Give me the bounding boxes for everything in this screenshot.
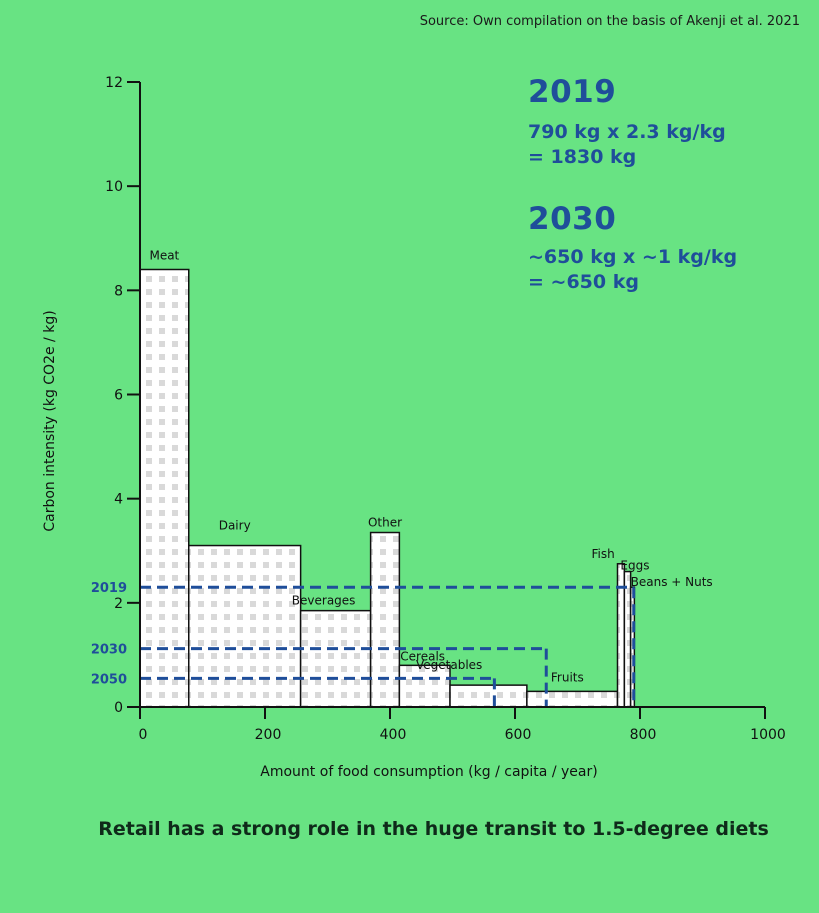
bar-label-cereals: Cereals bbox=[400, 649, 445, 663]
bar-pattern-beverages bbox=[299, 609, 372, 708]
x-tick-label-800: 800 bbox=[630, 727, 657, 743]
bar-label-meat: Meat bbox=[149, 249, 179, 263]
y-tick-label-4: 4 bbox=[114, 492, 123, 508]
y-tick-label-8: 8 bbox=[114, 283, 123, 299]
bar-pattern-meat bbox=[139, 268, 190, 708]
bar-pattern-vegetables bbox=[449, 684, 528, 708]
y-tick-label-6: 6 bbox=[114, 388, 123, 404]
bar-pattern-eggs bbox=[623, 570, 632, 708]
bar-label-dairy: Dairy bbox=[219, 519, 251, 533]
annotation-2019-calc: 790 kg x 2.3 kg/kg bbox=[528, 121, 726, 143]
ref-label-2030: 2030 bbox=[91, 643, 127, 658]
bar-pattern-dairy bbox=[188, 544, 302, 708]
ref-label-2019: 2019 bbox=[91, 581, 127, 596]
bar-label-eggs: Eggs bbox=[620, 559, 649, 573]
bar-label-fruits: Fruits bbox=[551, 670, 584, 684]
ref-label-2050: 2050 bbox=[91, 672, 127, 687]
annotation-2030-year: 2030 bbox=[528, 201, 617, 237]
x-tick-label-600: 600 bbox=[505, 727, 532, 743]
bar-label-fish: Fish bbox=[592, 547, 615, 561]
x-tick-label-200: 200 bbox=[255, 727, 282, 743]
x-axis-title: Amount of food consumption (kg / capita … bbox=[260, 764, 597, 780]
bar-label-vegetables: Vegetables bbox=[416, 658, 482, 672]
bar-pattern-fish bbox=[616, 563, 626, 708]
annotation-2030-calc: ~650 kg x ~1 kg/kg bbox=[528, 246, 738, 268]
x-tick-label-1000: 1000 bbox=[750, 727, 786, 743]
source-note: Source: Own compilation on the basis of … bbox=[419, 14, 800, 29]
labels-group: Meat Dairy Beverages Other CerealsVegetables… bbox=[91, 249, 713, 688]
bar-label-beverages: Beverages bbox=[292, 594, 356, 608]
axes-group: 0 2 4 6 8 10 12 0 200 400 600 800 1000 Amount of food… bbox=[42, 75, 786, 780]
annotation-2019-year: 2019 bbox=[528, 74, 617, 110]
bar-pattern-other bbox=[369, 531, 401, 708]
bar-label-beans-nuts: Beans + Nuts bbox=[631, 575, 713, 589]
reference-lines-group bbox=[140, 585, 636, 707]
bar-pattern-fruits bbox=[526, 690, 619, 708]
y-tick-label-12: 12 bbox=[105, 75, 123, 91]
y-tick-label-0: 0 bbox=[114, 700, 123, 716]
x-tick-label-400: 400 bbox=[380, 727, 407, 743]
y-tick-label-10: 10 bbox=[105, 179, 123, 195]
y-axis-title: Carbon intensity (kg CO2e / kg) bbox=[42, 310, 58, 531]
y-tick-label-2: 2 bbox=[114, 596, 123, 612]
bars-group bbox=[139, 268, 636, 708]
footer-title: Retail has a strong role in the huge tra… bbox=[98, 818, 769, 840]
bar-label-other: Other bbox=[368, 516, 402, 530]
annotation-2019-result: = 1830 kg bbox=[528, 146, 637, 168]
x-tick-label-0: 0 bbox=[139, 727, 148, 743]
annotation-2030-result: = ~650 kg bbox=[528, 271, 639, 293]
